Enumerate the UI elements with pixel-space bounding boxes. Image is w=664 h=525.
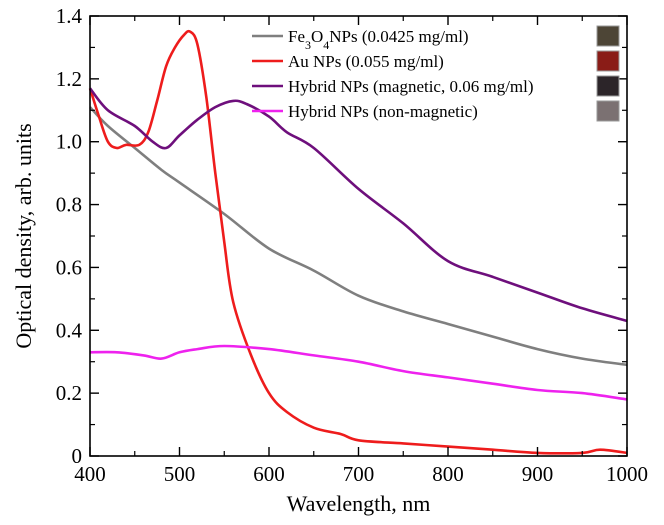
x-tick-label: 400 [74,462,106,486]
legend-text-part: 4 [323,38,329,52]
y-tick-label: 0.6 [56,255,82,279]
x-tick-label: 900 [522,462,554,486]
y-tick-label: 0.4 [56,318,83,342]
series-line-2 [88,29,628,455]
series-line-3 [88,87,628,323]
x-tick-label: 1000 [606,462,648,486]
legend-label-4: Hybrid NPs (non-magnetic) [288,102,478,121]
series-line-1 [89,106,628,367]
legend-label-2: Au NPs (0.055 mg/ml) [288,52,444,71]
legend-text-part: Hybrid NPs (magnetic, 0.06 mg/ml) [288,77,534,96]
legend-color-swatch-4 [596,100,620,122]
y-tick-label: 1.0 [56,130,82,154]
axis-ticks [89,15,628,457]
legend-label-3: Hybrid NPs (magnetic, 0.06 mg/ml) [288,77,534,96]
legend-text-part: NPs (0.0425 mg/ml) [329,27,468,46]
series-line-4 [89,344,628,401]
legend-text-part: 3 [305,38,311,52]
legend-text-part: Au NPs (0.055 mg/ml) [288,52,444,71]
x-tick-label: 800 [432,462,464,486]
y-tick-label: 0.2 [56,381,82,405]
x-tick-label: 700 [343,462,375,486]
x-axis-label: Wavelength, nm [287,491,431,516]
y-tick-label: 0 [72,444,83,468]
legend-color-swatch-2 [596,50,620,72]
y-tick-label: 1.4 [56,4,83,28]
axis-tick-labels: 400 500 600 700 800 900 1000 0 0.2 0.4 0.6 0.8 1.0 1.… [56,4,648,486]
y-tick-label: 1.2 [56,67,82,91]
legend-color-swatch-3 [596,75,620,97]
legend-text-part: Hybrid NPs (non-magnetic) [288,102,478,121]
y-tick-label: 0.8 [56,193,82,217]
x-tick-label: 500 [164,462,196,486]
legend-text-part: Fe [288,27,305,46]
y-axis-label: Optical density, arb. units [11,123,36,348]
legend-label-1: Fe3O4NPs (0.0425 mg/ml) [288,27,469,52]
legend-text-part: O [311,27,323,46]
legend: Fe3O4NPs (0.0425 mg/ml)Au NPs (0.055 mg/… [252,25,620,122]
legend-color-swatch-1 [596,25,620,47]
x-tick-label: 600 [253,462,285,486]
plot-lines [88,29,628,455]
